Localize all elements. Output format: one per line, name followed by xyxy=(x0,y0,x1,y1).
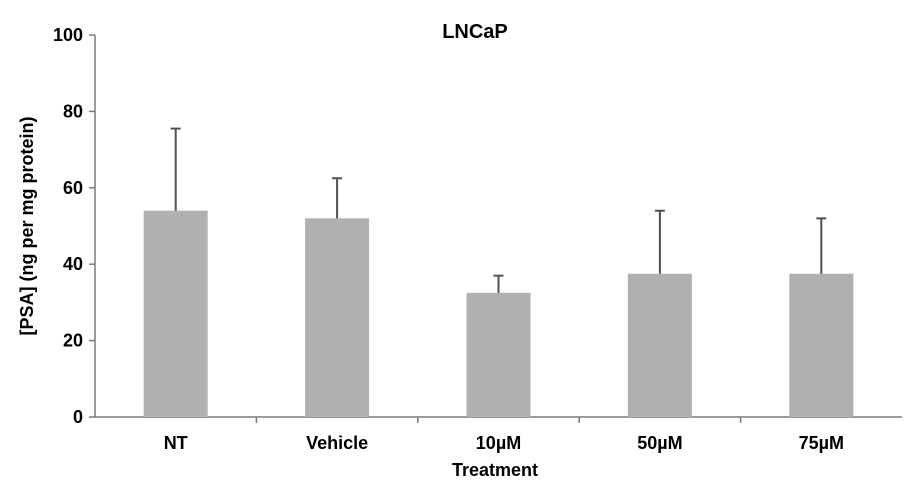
chart-title: LNCaP xyxy=(442,21,508,43)
bar xyxy=(627,273,692,417)
x-tick-label: 10µM xyxy=(476,433,521,453)
x-axis-label: Treatment xyxy=(452,460,538,480)
y-tick-label: 60 xyxy=(63,178,83,198)
bar xyxy=(305,218,370,417)
bar xyxy=(466,292,531,417)
x-axis-ticks: NT Vehicle 10µM 50µM 75µM xyxy=(164,417,844,453)
y-tick-label: 20 xyxy=(63,331,83,351)
bars xyxy=(143,127,854,417)
y-tick-label: 80 xyxy=(63,101,83,121)
y-tick-label: 0 xyxy=(73,407,83,427)
x-tick-label: NT xyxy=(164,433,188,453)
x-tick-label: 75µM xyxy=(799,433,844,453)
y-axis-ticks: 0 20 40 60 80 100 xyxy=(53,25,95,427)
y-axis-label: [PSA] (ng per mg protein) xyxy=(17,117,37,336)
x-tick-label: Vehicle xyxy=(306,433,368,453)
y-tick-label: 40 xyxy=(63,254,83,274)
y-tick-label: 100 xyxy=(53,25,83,45)
bar xyxy=(789,273,854,417)
x-tick-label: 50µM xyxy=(637,433,682,453)
bar xyxy=(143,210,208,417)
